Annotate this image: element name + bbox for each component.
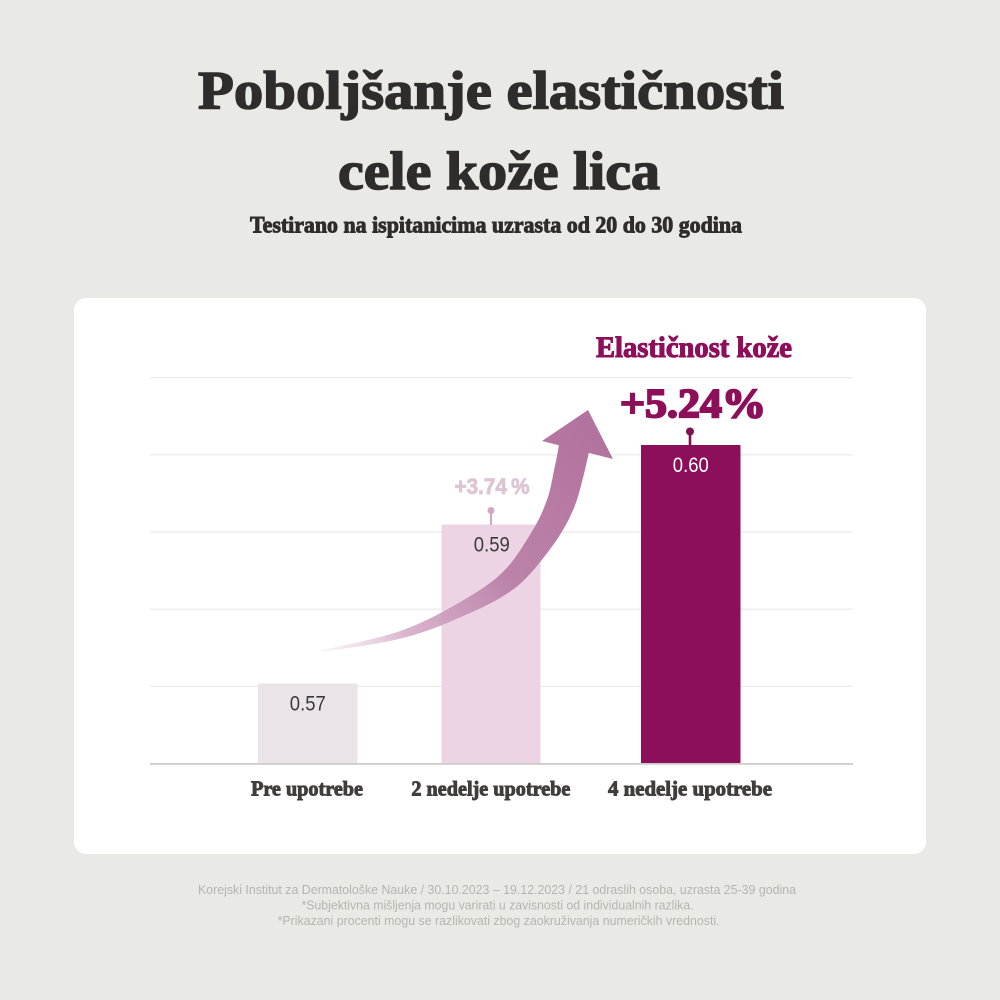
svg-text:Elastičnost kože: Elastičnost kože (596, 332, 792, 364)
svg-text:Korejski Institut za Dermatolo: Korejski Institut za Dermatološke Nauke … (198, 882, 797, 897)
svg-text:2 nedelje upotrebe: 2 nedelje upotrebe (411, 777, 570, 801)
svg-text:Pre upotrebe: Pre upotrebe (251, 777, 363, 801)
svg-text:Testirano na ispitanicima uzra: Testirano na ispitanicima uzrasta od 20 … (250, 213, 742, 238)
svg-text:*Prikazani procenti mogu se ra: *Prikazani procenti mogu se razlikovati … (278, 913, 720, 928)
svg-text:+3.74 %: +3.74 % (455, 474, 530, 499)
svg-text:*Subjektivna mišljenja mogu va: *Subjektivna mišljenja mogu varirati u z… (302, 898, 694, 913)
svg-text:Poboljšanje elastičnosti: Poboljšanje elastičnosti (198, 60, 784, 121)
svg-text:4 nedelje upotrebe: 4 nedelje upotrebe (608, 777, 772, 801)
svg-text:cele kože lica: cele kože lica (338, 140, 660, 201)
svg-text:0.60: 0.60 (673, 454, 709, 477)
svg-text:0.57: 0.57 (290, 693, 326, 716)
svg-text:+5.24%: +5.24% (620, 381, 766, 426)
svg-text:0.59: 0.59 (474, 534, 510, 557)
